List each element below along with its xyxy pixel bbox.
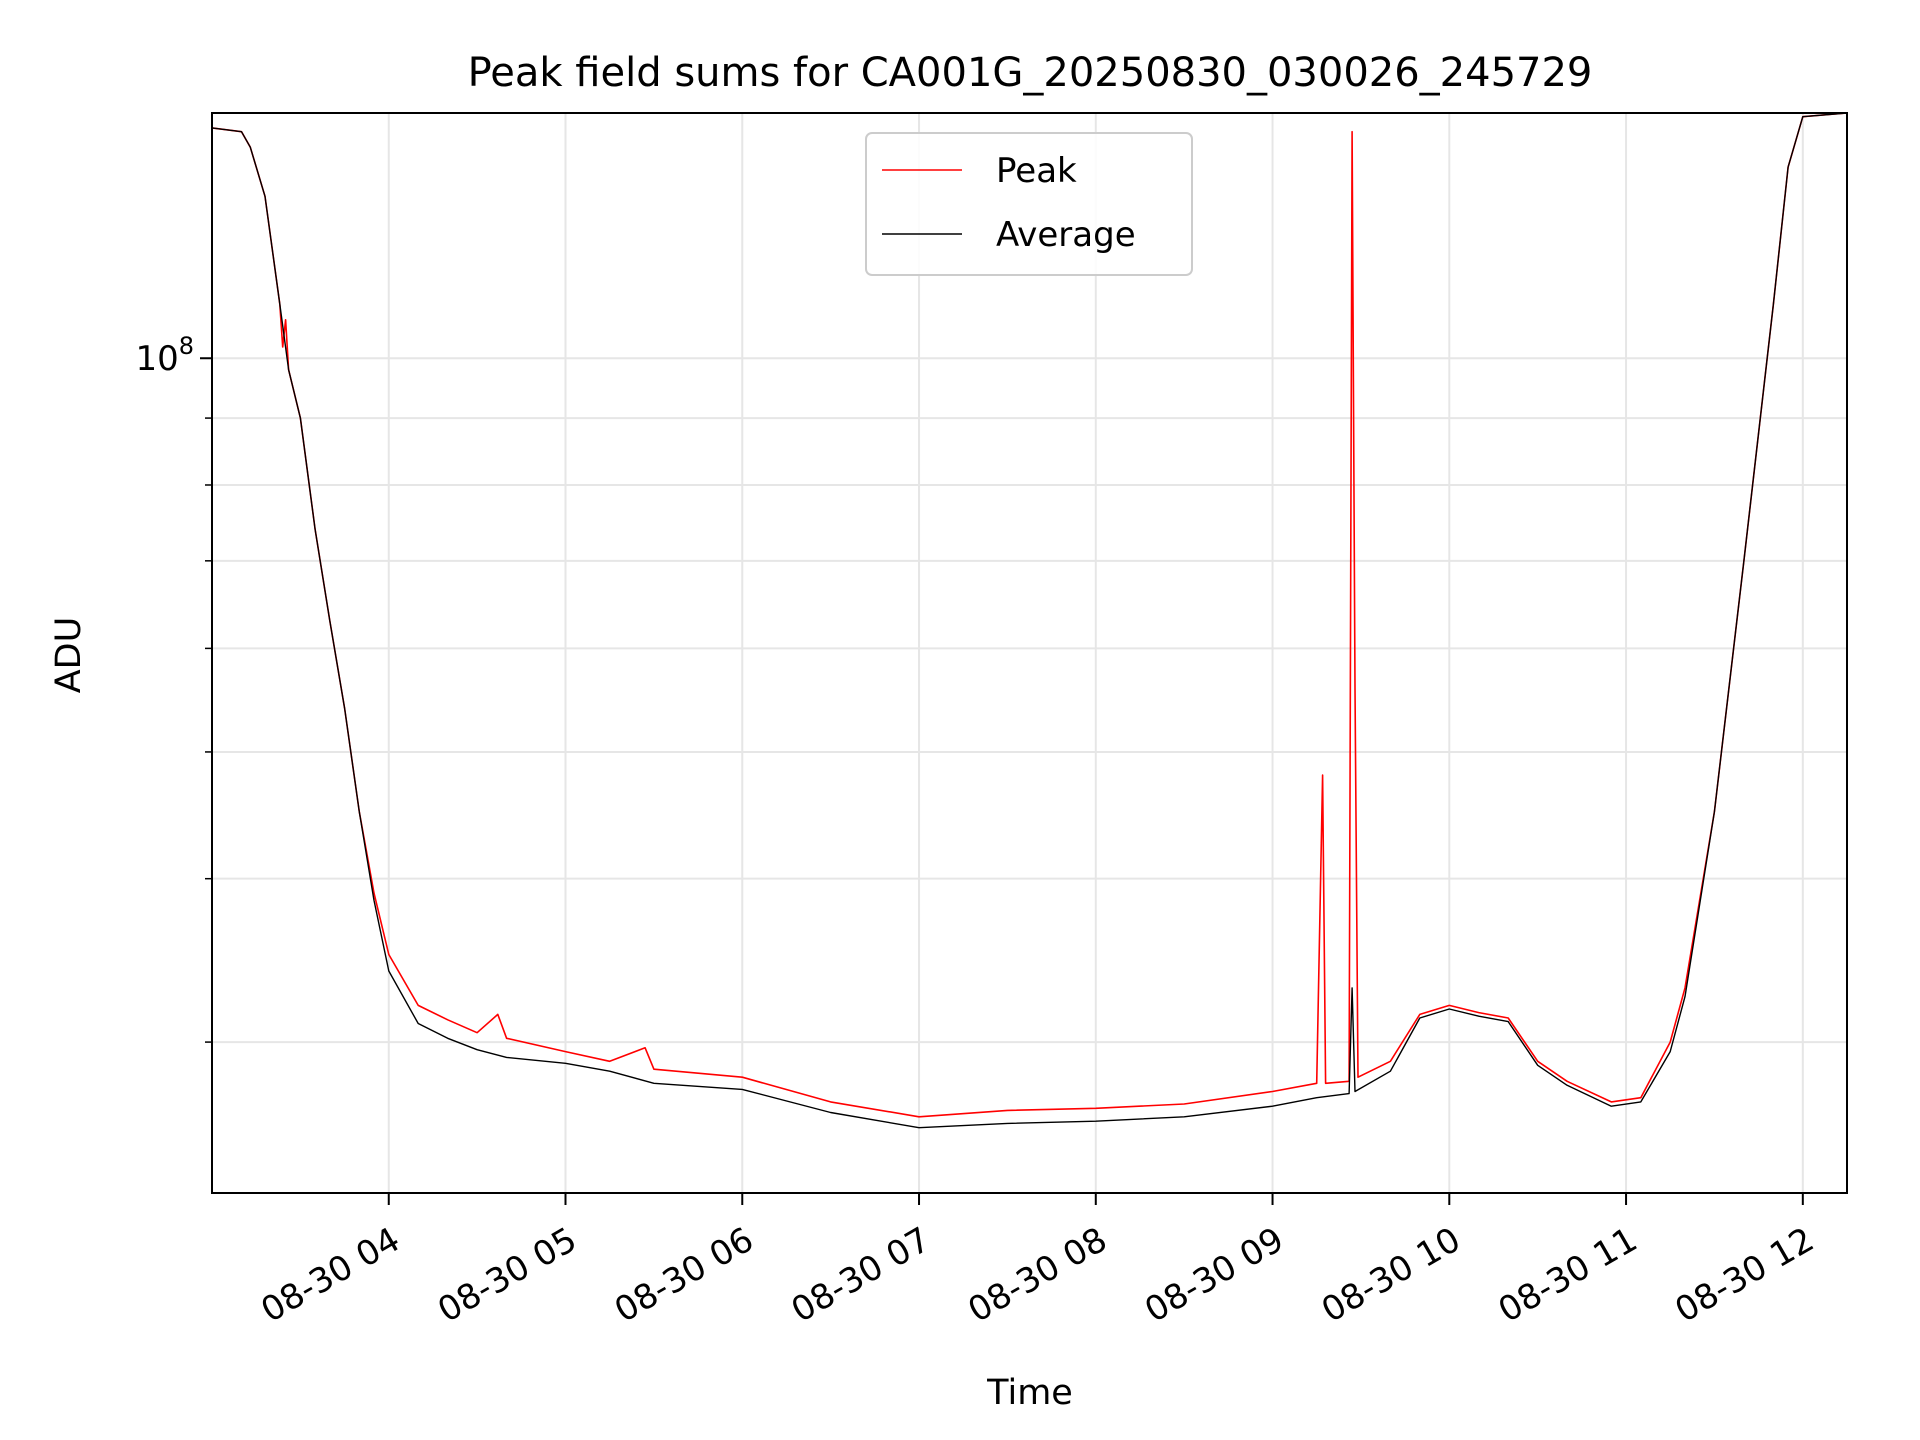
series-line-average <box>211 112 1848 1129</box>
y-tick-base: 10 <box>135 339 178 379</box>
y-axis: 108 <box>135 332 212 1043</box>
chart-title: Peak field sums for CA001G_20250830_0300… <box>468 50 1593 96</box>
legend-label-average: Average <box>996 215 1136 255</box>
legend: Peak Average <box>865 132 1193 276</box>
legend-box <box>865 132 1193 276</box>
grid <box>212 113 1847 1193</box>
y-axis-label: ADU <box>49 617 89 694</box>
y-tick-label: 108 <box>135 332 194 379</box>
legend-label-peak: Peak <box>996 151 1077 191</box>
series-group <box>211 112 1848 1129</box>
plot-frame <box>211 112 1848 1194</box>
x-axis-label: Time <box>986 1373 1073 1413</box>
y-tick-exponent: 8 <box>179 332 194 360</box>
